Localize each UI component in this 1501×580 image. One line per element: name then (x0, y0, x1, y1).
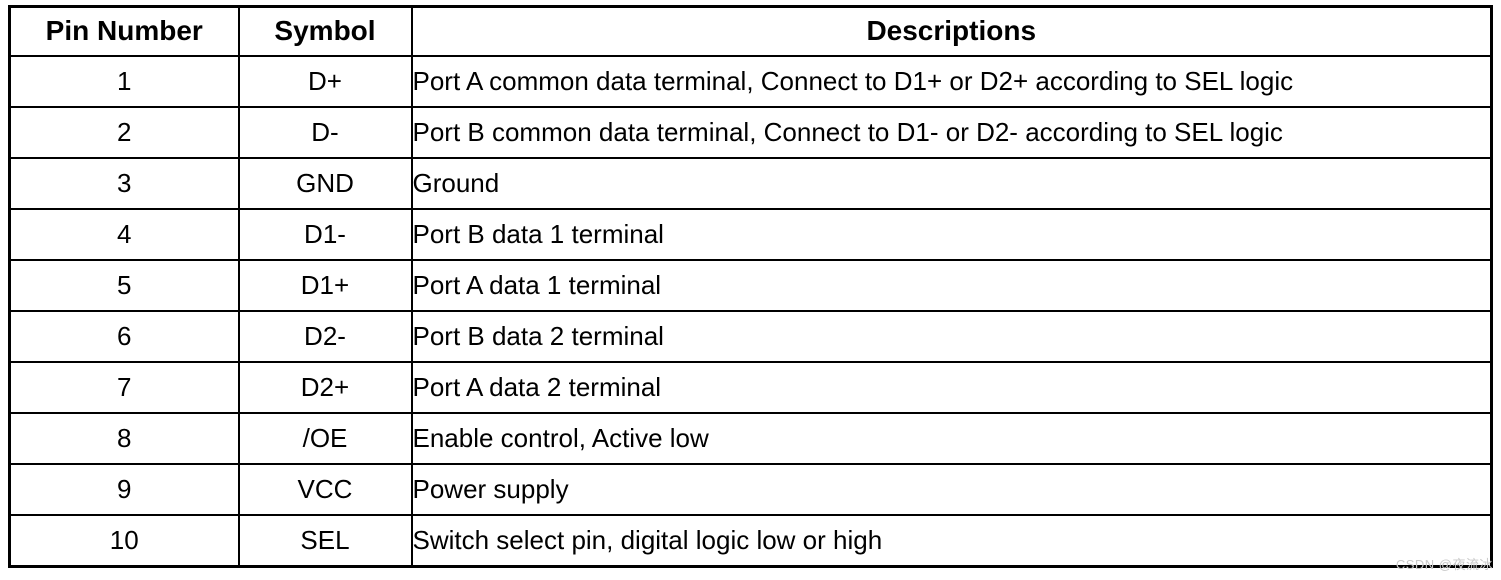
table-row: 1 D+ Port A common data terminal, Connec… (8, 54, 1493, 108)
symbol-cell: D1- (237, 207, 413, 261)
csdn-watermark: CSDN @夜流冰 (1395, 557, 1493, 572)
table-row: 5 D1+ Port A data 1 terminal (8, 258, 1493, 312)
table-row: 9 VCC Power supply (8, 463, 1493, 517)
description-cell: Port B data 2 terminal (410, 309, 1493, 364)
table-row: 7 D2+ Port A data 2 terminal (8, 361, 1493, 415)
symbol-cell: D1+ (237, 258, 413, 312)
description-cell: Enable control, Active low (410, 412, 1493, 466)
header-pin-number: Pin Number (8, 5, 240, 57)
pin-cell: 9 (8, 463, 240, 517)
pin-cell: 4 (8, 207, 240, 261)
table-row: 10 SEL Switch select pin, digital logic … (8, 514, 1493, 568)
description-cell: Ground (410, 156, 1493, 210)
description-cell: Port A data 2 terminal (410, 361, 1493, 415)
pin-cell: 2 (8, 105, 240, 159)
symbol-cell: SEL (237, 514, 413, 568)
pin-cell: 5 (8, 258, 240, 312)
table-row: 4 D1- Port B data 1 terminal (8, 207, 1493, 261)
description-cell: Port A data 1 terminal (410, 258, 1493, 312)
description-cell: Port B common data terminal, Connect to … (410, 105, 1493, 159)
pin-cell: 7 (8, 361, 240, 415)
header-descriptions: Descriptions (410, 5, 1493, 57)
table-row: 3 GND Ground (8, 156, 1493, 210)
header-symbol: Symbol (237, 5, 413, 57)
symbol-cell: VCC (237, 463, 413, 517)
symbol-cell: D- (237, 105, 413, 159)
symbol-cell: D2+ (237, 361, 413, 415)
pin-cell: 6 (8, 309, 240, 364)
symbol-cell: D+ (237, 54, 413, 108)
description-cell: Port A common data terminal, Connect to … (410, 54, 1493, 108)
pin-cell: 1 (8, 54, 240, 108)
pin-cell: 10 (8, 514, 240, 568)
symbol-cell: /OE (237, 412, 413, 466)
pin-cell: 8 (8, 412, 240, 466)
pin-description-table: Pin Number Symbol Descriptions 1 D+ Port… (8, 5, 1493, 568)
symbol-cell: D2- (237, 309, 413, 364)
table-row: 6 D2- Port B data 2 terminal (8, 309, 1493, 364)
symbol-cell: GND (237, 156, 413, 210)
description-cell: Power supply (410, 463, 1493, 517)
table-row: 8 /OE Enable control, Active low (8, 412, 1493, 466)
description-cell: Switch select pin, digital logic low or … (410, 514, 1493, 568)
pin-cell: 3 (8, 156, 240, 210)
table-header-row: Pin Number Symbol Descriptions (8, 5, 1493, 57)
table-row: 2 D- Port B common data terminal, Connec… (8, 105, 1493, 159)
description-cell: Port B data 1 terminal (410, 207, 1493, 261)
